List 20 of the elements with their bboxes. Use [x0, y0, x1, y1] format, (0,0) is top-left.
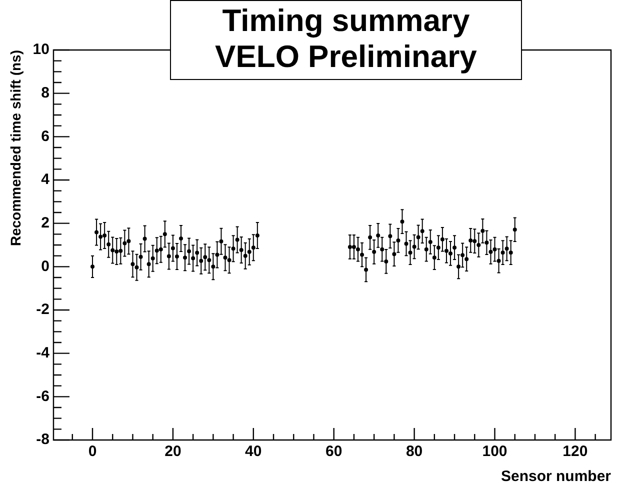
y-tick-label: 10 [32, 41, 50, 58]
y-tick-label: -6 [36, 388, 50, 405]
y-tick-label: 6 [41, 128, 50, 145]
chart-title: Timing summary VELO Preliminary [170, 0, 522, 80]
y-axis-title: Recommended time shift (ns) [7, 50, 24, 246]
x-tick-label: 20 [164, 443, 182, 460]
x-tick-label: 60 [326, 443, 342, 460]
y-tick-label: 0 [41, 258, 50, 275]
y-tick-label: 8 [41, 84, 50, 102]
y-tick-label: 4 [41, 171, 50, 188]
x-tick-label: 0 [88, 443, 97, 460]
y-tick-label: -8 [36, 431, 50, 448]
x-tick-label: 40 [245, 443, 262, 460]
x-tick-label: 120 [562, 443, 588, 460]
x-tick-label: 100 [482, 443, 508, 460]
x-axis-title: Sensor number [500, 468, 612, 486]
y-tick-label: -4 [36, 344, 50, 362]
y-tick-label: -2 [36, 301, 50, 318]
x-tick-label: 80 [406, 443, 423, 460]
y-tick-label: 2 [41, 214, 50, 232]
